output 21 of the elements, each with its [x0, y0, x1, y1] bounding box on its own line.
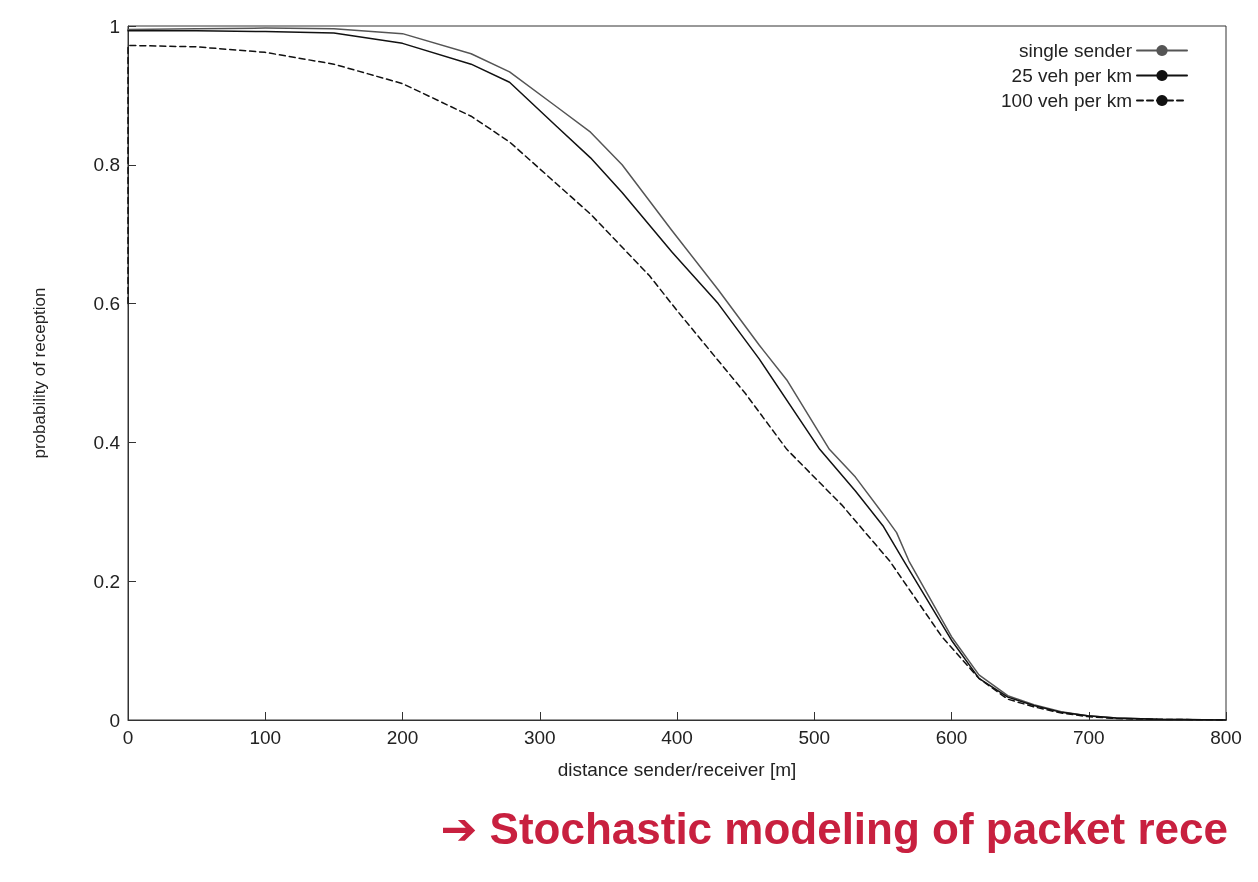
text: ➔ Stochastic modeling of packet rece	[440, 803, 1228, 853]
legend-label: 25 veh per km	[1011, 65, 1132, 86]
y-tick-label: 1	[109, 15, 120, 37]
x-tick-label: 700	[1072, 727, 1105, 748]
x-tick-label: 200	[386, 727, 419, 748]
y-tick-label: 0.8	[93, 154, 120, 176]
x-tick-label: 0	[122, 727, 134, 748]
x-tick-label: 500	[798, 727, 831, 748]
x-tick-label: 600	[935, 727, 968, 748]
x-tick-label: 300	[523, 727, 556, 748]
legend-label: single sender	[1018, 40, 1133, 61]
y-tick-label: 0.2	[93, 570, 120, 592]
y-axis-title: probability of reception	[30, 287, 49, 459]
y-tick-label: 0	[109, 709, 120, 731]
y-tick-label: 0.4	[93, 431, 121, 453]
x-tick-label: 100	[249, 727, 282, 748]
x-tick-label: 400	[661, 727, 693, 748]
y-tick-label: 0.6	[93, 293, 120, 315]
legend-label: 100 veh per km	[1001, 90, 1132, 111]
x-axis-title: distance sender/receiver [m]	[557, 759, 797, 780]
x-tick-label: 800	[1210, 727, 1242, 748]
